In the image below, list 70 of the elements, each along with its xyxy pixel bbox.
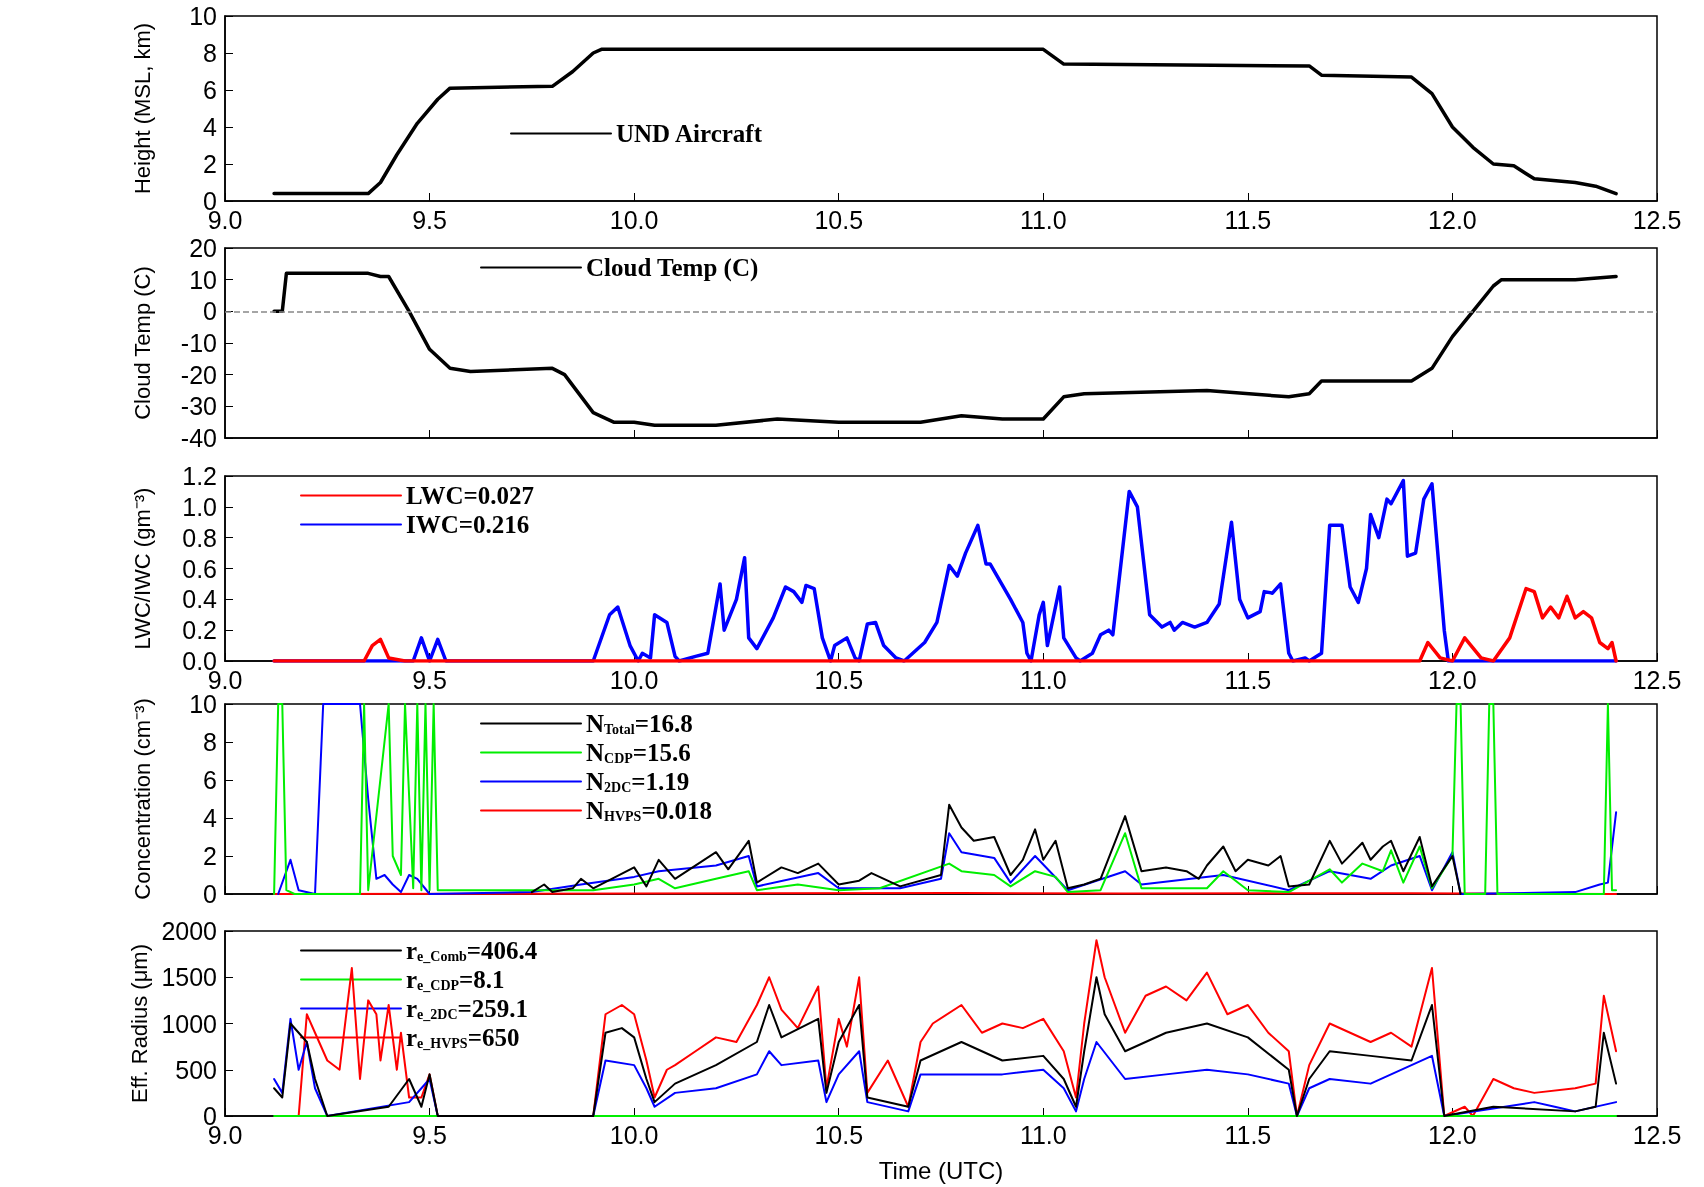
y-tick-label: 8 xyxy=(203,728,217,756)
y-tick-label: -30 xyxy=(180,392,217,421)
legend-label: N2DC=1.19 xyxy=(586,768,690,795)
y-axis-title: LWC/IWC (gm⁻³) xyxy=(129,487,155,650)
x-axis-title: Time (UTC) xyxy=(878,1156,1004,1184)
x-tick-label: 12.5 xyxy=(1632,205,1682,234)
y-tick-label: 2 xyxy=(203,842,217,870)
x-tick-label: 9.5 xyxy=(412,205,447,234)
y-tick-label: 0.8 xyxy=(182,523,217,552)
legend-label: re_Comb=406.4 xyxy=(406,937,538,964)
legend-label: NTotal=16.8 xyxy=(586,710,693,737)
x-tick-label: 11.5 xyxy=(1224,1120,1272,1149)
legend-label: NCDP=15.6 xyxy=(586,739,691,766)
y-tick-label: 0 xyxy=(203,880,217,908)
x-tick-label: 11.5 xyxy=(1224,205,1272,234)
y-tick-label: 10 xyxy=(189,690,217,718)
legend-label: UND Aircraft xyxy=(616,120,763,147)
x-tick-label: 11.0 xyxy=(1019,205,1067,234)
x-tick-label: 11.0 xyxy=(1019,665,1067,694)
line-series xyxy=(297,939,1618,1117)
y-tick-label: 6 xyxy=(203,76,217,104)
legend-label: re_CDP=8.1 xyxy=(406,966,505,993)
y-axis-title: Eff. Radius (μm) xyxy=(126,944,152,1103)
x-tick-label: 11.0 xyxy=(1019,1120,1067,1149)
x-tick-label: 10.0 xyxy=(609,205,659,234)
x-tick-label: 12.0 xyxy=(1428,665,1477,694)
x-tick-label: 10.0 xyxy=(609,665,659,694)
y-tick-label: 2 xyxy=(203,150,217,178)
y-axis-title: Height (MSL, km) xyxy=(129,22,155,195)
y-tick-label: 0 xyxy=(203,297,217,326)
y-tick-label: 1.0 xyxy=(182,492,217,521)
y-tick-label: 10 xyxy=(189,265,217,294)
x-tick-label: 12.0 xyxy=(1428,205,1477,234)
legend-label: IWC=0.216 xyxy=(406,511,530,538)
x-tick-label: 9.5 xyxy=(412,1120,447,1149)
y-tick-label: -10 xyxy=(180,329,217,357)
legend-label: NHVPS=0.018 xyxy=(586,797,712,824)
y-tick-label: 0.6 xyxy=(182,554,217,583)
y-axis-title: Concentration (cm⁻³) xyxy=(129,698,155,900)
y-tick-label: -40 xyxy=(180,424,217,452)
x-tick-label: 10.5 xyxy=(814,1120,864,1149)
y-tick-label: 20 xyxy=(189,234,217,262)
x-tick-label: 12.5 xyxy=(1632,665,1682,694)
y-tick-label: 8 xyxy=(203,39,217,67)
line-series xyxy=(272,586,1618,663)
y-tick-label: 0.2 xyxy=(182,616,217,645)
legend-label: re_2DC=259.1 xyxy=(406,995,529,1022)
y-axis-title: Cloud Temp (C) xyxy=(129,266,155,420)
y-tick-label: 4 xyxy=(203,113,218,141)
x-tick-label: 10.5 xyxy=(814,665,864,694)
y-tick-label: 0.4 xyxy=(182,585,218,614)
legend-label: re_HVPS=650 xyxy=(406,1024,520,1051)
x-tick-label: 10.5 xyxy=(814,205,864,234)
y-tick-label: 500 xyxy=(175,1055,217,1084)
y-tick-label: 4 xyxy=(203,804,218,832)
line-series xyxy=(272,47,1618,196)
y-tick-label: 10 xyxy=(189,2,217,30)
legend-label: LWC=0.027 xyxy=(406,482,534,509)
x-tick-label: 12.0 xyxy=(1428,1120,1477,1149)
y-tick-label: 2000 xyxy=(161,917,217,945)
x-tick-label: 11.5 xyxy=(1224,665,1272,694)
x-tick-label: 10.0 xyxy=(609,1120,659,1149)
y-tick-label: 1000 xyxy=(161,1009,217,1038)
x-tick-label: 12.5 xyxy=(1632,1120,1682,1149)
y-tick-label: 6 xyxy=(203,766,217,794)
y-tick-label: 1.2 xyxy=(182,462,217,490)
y-tick-label: 1500 xyxy=(161,963,217,992)
y-tick-label: -20 xyxy=(180,360,217,389)
x-tick-label: 9.5 xyxy=(412,665,447,694)
legend-label: Cloud Temp (C) xyxy=(586,254,759,282)
